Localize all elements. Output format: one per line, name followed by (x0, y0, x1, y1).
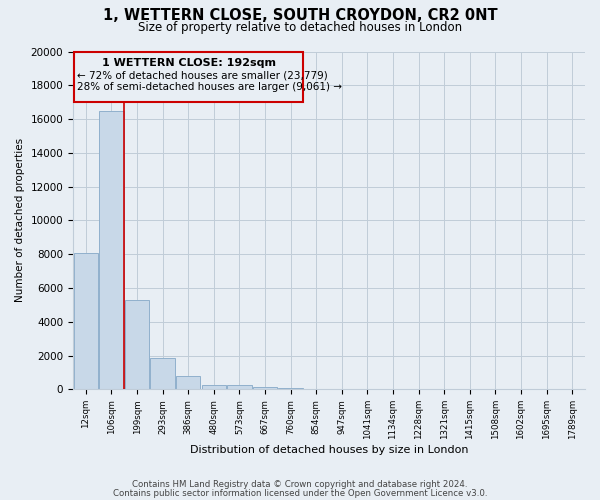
Text: ← 72% of detached houses are smaller (23,779): ← 72% of detached houses are smaller (23… (77, 70, 328, 80)
Text: Contains HM Land Registry data © Crown copyright and database right 2024.: Contains HM Land Registry data © Crown c… (132, 480, 468, 489)
Text: 1, WETTERN CLOSE, SOUTH CROYDON, CR2 0NT: 1, WETTERN CLOSE, SOUTH CROYDON, CR2 0NT (103, 8, 497, 22)
Bar (329, 389, 354, 390)
Text: Size of property relative to detached houses in London: Size of property relative to detached ho… (138, 21, 462, 34)
Bar (253, 387, 277, 390)
Text: 1 WETTERN CLOSE: 192sqm: 1 WETTERN CLOSE: 192sqm (102, 58, 276, 68)
FancyBboxPatch shape (74, 52, 304, 102)
Bar (304, 388, 328, 390)
Bar (227, 386, 251, 390)
Bar (125, 300, 149, 390)
Y-axis label: Number of detached properties: Number of detached properties (15, 138, 25, 302)
X-axis label: Distribution of detached houses by size in London: Distribution of detached houses by size … (190, 445, 468, 455)
Bar (176, 376, 200, 390)
Bar (151, 358, 175, 390)
Text: 28% of semi-detached houses are larger (9,061) →: 28% of semi-detached houses are larger (… (77, 82, 342, 92)
Bar (202, 384, 226, 390)
Bar (278, 388, 303, 390)
Text: Contains public sector information licensed under the Open Government Licence v3: Contains public sector information licen… (113, 488, 487, 498)
Bar (74, 254, 98, 390)
Bar (99, 110, 124, 390)
